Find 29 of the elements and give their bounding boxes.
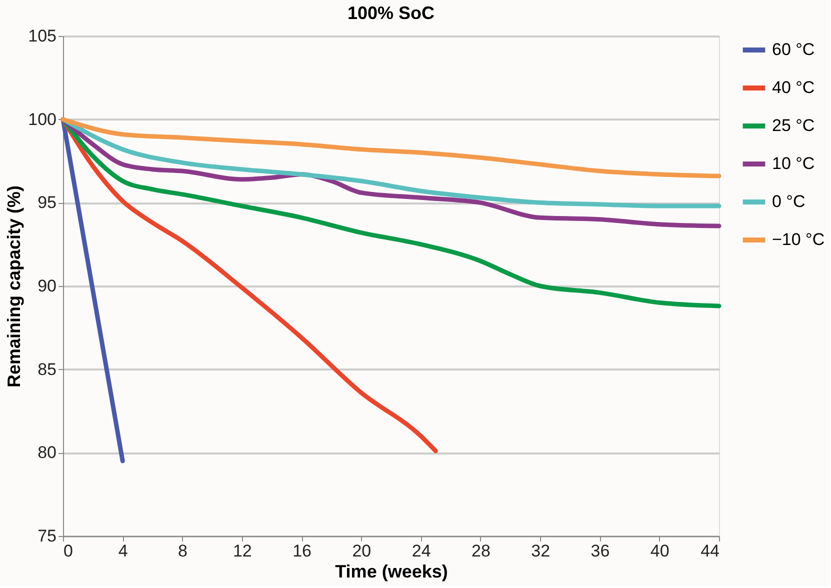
x-tick-label: 28 bbox=[471, 542, 490, 560]
x-tick-label: 44 bbox=[700, 542, 720, 560]
x-tick-label: 16 bbox=[292, 542, 312, 560]
y-tick-label: 90 bbox=[38, 276, 56, 296]
x-tick-label: 32 bbox=[531, 542, 550, 560]
legend-label: −10 °C bbox=[772, 230, 825, 249]
chart-title: 100% SoC bbox=[347, 3, 435, 23]
legend-label: 60 °C bbox=[772, 40, 815, 59]
x-tick-label: 0 bbox=[64, 542, 73, 560]
y-tick-label: 75 bbox=[38, 526, 56, 546]
x-tick-label: 40 bbox=[650, 542, 670, 560]
line-series bbox=[60, 117, 722, 178]
legend-label: 10 °C bbox=[772, 154, 815, 173]
x-tick-label: 12 bbox=[232, 542, 252, 560]
y-tick-label: 80 bbox=[38, 443, 56, 462]
legend-label: 40 °C bbox=[772, 78, 815, 97]
y-tick-label: 85 bbox=[38, 360, 56, 379]
y-axis-title: Remaining capacity (%) bbox=[4, 185, 24, 388]
x-tick-label: 8 bbox=[178, 542, 188, 560]
y-tick-label: 105 bbox=[28, 26, 56, 46]
y-tick-label: 95 bbox=[38, 193, 56, 212]
x-tick-label: 4 bbox=[118, 542, 128, 560]
legend-label: 25 °C bbox=[772, 116, 815, 135]
x-tick-label: 24 bbox=[412, 542, 431, 560]
legend-label: 0 °C bbox=[772, 192, 806, 211]
y-tick-label: 100 bbox=[28, 110, 56, 129]
x-tick-label: 36 bbox=[590, 542, 610, 560]
x-axis-title: Time (weeks) bbox=[335, 562, 448, 582]
x-tick-label: 20 bbox=[352, 542, 372, 560]
